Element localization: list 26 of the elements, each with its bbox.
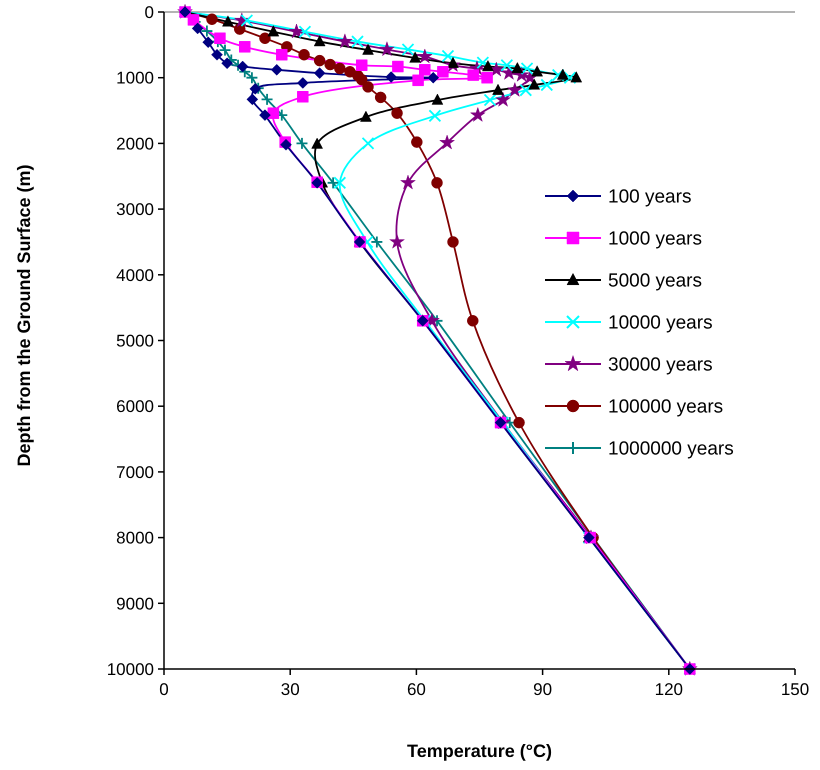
legend-label: 100000 years (608, 396, 724, 418)
x-tick-label: 30 (280, 680, 300, 699)
y-tick-label: 7000 (116, 462, 154, 482)
x-tick-label: 60 (406, 680, 426, 699)
x-tick-label: 90 (533, 680, 552, 699)
y-axis-title: Depth from the Ground Surface (m) (14, 164, 34, 467)
y-tick-label: 9000 (116, 594, 154, 614)
y-tick-label: 4000 (116, 266, 154, 285)
y-tick-label: 5000 (116, 331, 154, 350)
legend-label: 100 years (608, 186, 692, 208)
legend-label: 1000000 years (608, 438, 734, 460)
legend-label: 10000 years (608, 312, 713, 334)
legend-label: 30000 years (608, 354, 713, 376)
y-tick-label: 10000 (106, 660, 154, 679)
x-axis-title: Temperature (°C) (407, 741, 552, 761)
legend-label: 1000 years (608, 228, 702, 250)
y-tick-label: 2000 (116, 134, 154, 154)
y-tick-label: 6000 (116, 397, 154, 416)
x-tick-label: 0 (159, 680, 169, 699)
y-tick-label: 3000 (116, 200, 154, 220)
x-tick-label: 150 (780, 680, 810, 699)
y-tick-label: 1000 (116, 68, 154, 88)
x-tick-label: 120 (654, 680, 683, 699)
y-tick-label: 8000 (116, 528, 154, 548)
y-tick-label: 0 (144, 2, 154, 22)
legend-label: 5000 years (608, 270, 702, 292)
